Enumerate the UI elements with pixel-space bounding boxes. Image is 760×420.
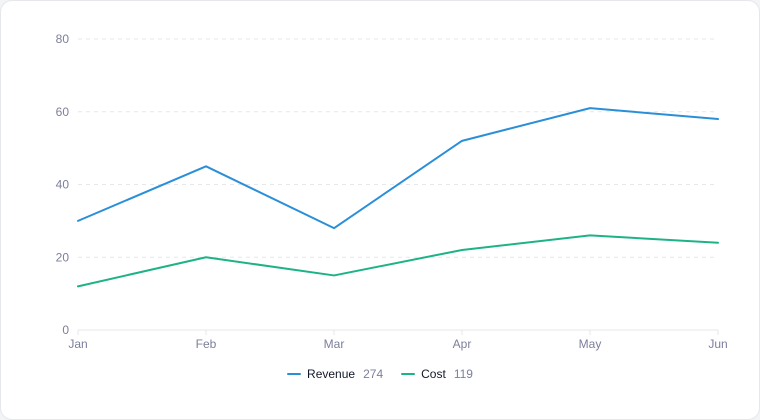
- tick-labels: 0 20 40 60 80 Jan Feb Mar Apr May Jun: [56, 32, 728, 351]
- legend-series-total: 274: [363, 367, 384, 381]
- x-tick-label: Feb: [196, 337, 217, 351]
- axes: [77, 329, 719, 335]
- legend-series-total: 119: [453, 367, 473, 381]
- series-lines: [77, 107, 719, 288]
- x-tick-label: Jun: [708, 337, 727, 351]
- legend-item-revenue[interactable]: Revenue 274: [287, 367, 383, 381]
- x-tick-label: May: [579, 337, 602, 351]
- series-line-revenue[interactable]: [77, 107, 719, 230]
- y-tick-label: 20: [56, 250, 70, 264]
- y-tick-label: 80: [56, 32, 70, 46]
- y-tick-label: 40: [56, 178, 70, 192]
- series-line-cost[interactable]: [77, 234, 719, 288]
- legend-series-name: Revenue: [307, 367, 356, 381]
- chart-legend: Revenue 274 Cost 119: [1, 367, 759, 381]
- x-tick-label: Mar: [324, 337, 345, 351]
- legend-item-cost[interactable]: Cost 119: [401, 367, 473, 381]
- x-tick-label: Jan: [68, 337, 87, 351]
- legend-swatch: [401, 373, 416, 375]
- legend-series-name: Cost: [421, 367, 446, 381]
- y-tick-label: 60: [56, 105, 70, 119]
- y-tick-label: 0: [62, 323, 69, 337]
- gridlines: [78, 38, 718, 258]
- legend-swatch: [287, 373, 302, 375]
- x-tick-label: Apr: [453, 337, 472, 351]
